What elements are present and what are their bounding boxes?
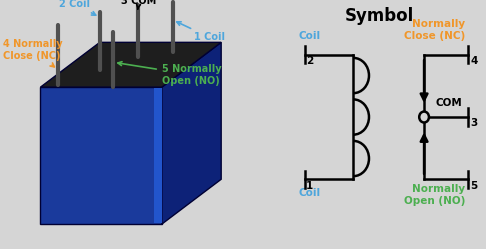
Text: 4 Normally
Close (NC): 4 Normally Close (NC): [3, 39, 62, 67]
Text: Coil: Coil: [298, 188, 320, 198]
Text: 2 Coil: 2 Coil: [59, 0, 96, 15]
Text: Symbol: Symbol: [345, 7, 415, 25]
Text: 4: 4: [470, 56, 478, 66]
Text: 3 COM: 3 COM: [122, 0, 156, 9]
Text: 1: 1: [306, 181, 313, 190]
Text: 1 Coil: 1 Coil: [177, 22, 225, 42]
Text: 5 Normally
Open (NO): 5 Normally Open (NO): [118, 62, 222, 85]
Text: Normally
Close (NC): Normally Close (NC): [404, 19, 465, 41]
Polygon shape: [40, 42, 221, 87]
Polygon shape: [162, 42, 221, 224]
Text: 2: 2: [306, 56, 313, 66]
Polygon shape: [40, 87, 162, 224]
Text: COM: COM: [435, 98, 462, 108]
Text: Coil: Coil: [298, 31, 320, 41]
Text: 5: 5: [470, 181, 478, 190]
Text: Normally
Open (NO): Normally Open (NO): [403, 184, 465, 206]
Circle shape: [419, 112, 429, 123]
Polygon shape: [154, 88, 162, 223]
Text: 3: 3: [470, 118, 478, 128]
